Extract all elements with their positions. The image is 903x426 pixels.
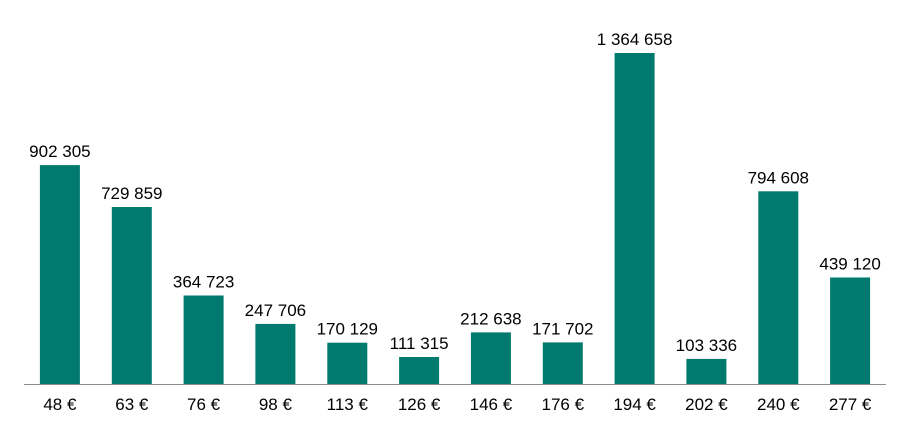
bar-value-label: 212 638 [460,309,521,328]
category-tick-label: 240 € [757,395,800,414]
bar [183,295,224,384]
bar-value-label: 247 706 [245,301,306,320]
value-labels-group: 902 305 729 859 364 723 247 706 170 129 111 3… [29,30,881,355]
bar-value-label: 103 336 [676,336,737,355]
bar-value-label: 364 723 [173,273,234,292]
category-tick-label: 146 € [470,395,513,414]
bar-value-label: 439 120 [819,255,880,274]
category-tick-label: 63 € [115,395,149,414]
bar [758,191,799,384]
bar [39,165,80,384]
bar [830,277,871,384]
bar [327,342,368,384]
bar-value-label: 794 608 [748,168,809,187]
bar [255,323,296,384]
bar [542,342,583,384]
bar-value-label: 902 305 [29,142,90,161]
bar [111,207,152,384]
category-tick-label: 48 € [43,395,77,414]
bar [399,357,440,384]
bar-value-label: 111 315 [390,334,449,353]
bar [686,358,727,384]
category-tick-label: 113 € [327,395,369,414]
category-tick-label: 98 € [259,395,293,414]
category-tick-label: 176 € [542,395,585,414]
category-labels-group: 48 € 63 € 76 € 98 € 113 € 126 € 146 € 176 € 194 … [43,395,872,414]
category-tick-label: 126 € [398,395,441,414]
bar-value-label: 171 702 [532,319,593,338]
bar-value-label: 1 364 658 [597,30,673,49]
bars-group [39,53,871,384]
category-tick-label: 202 € [685,395,728,414]
bar [614,53,655,384]
category-tick-label: 76 € [187,395,221,414]
category-tick-label: 277 € [829,395,872,414]
category-tick-label: 194 € [613,395,656,414]
bar-value-label: 170 129 [317,320,378,339]
bar [470,332,511,384]
bar-value-label: 729 859 [101,184,162,203]
